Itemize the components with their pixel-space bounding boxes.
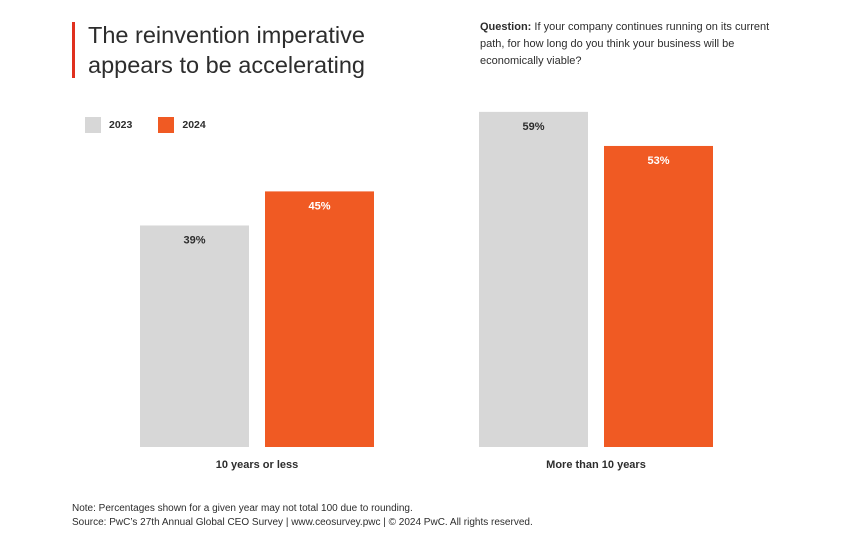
chart-legend: 2023 2024 [85,117,232,133]
legend-label-2023: 2023 [109,119,133,131]
footnote-note: Note: Percentages shown for a given year… [72,503,413,514]
question-label: Question: [480,21,532,33]
legend-swatch-2024 [158,117,175,133]
category-label-0: 10 years or less [216,459,299,471]
footnote-source: Source: PwC’s 27th Annual Global CEO Sur… [72,517,533,528]
legend-swatch-2023 [85,117,101,133]
bar-2024-0 [265,191,374,447]
page-title: The reinvention imperative appears to be… [88,22,365,78]
bar-2024-1 [604,145,713,447]
bar-2023-0 [140,225,249,447]
survey-question: Question: If your company continues runn… [480,19,780,70]
footnotes: Note: Percentages shown for a given year… [72,502,533,530]
question-text: If your company continues running on its… [480,21,770,67]
legend-item-2024: 2024 [158,117,206,133]
category-label-1: More than 10 years [546,459,646,471]
data-label-2023-1: 59% [522,121,544,133]
bar-2023-1 [479,111,588,447]
data-label-2023-0: 39% [183,234,205,246]
legend-label-2024: 2024 [182,119,206,131]
legend-item-2023: 2023 [85,117,132,133]
data-label-2024-1: 53% [647,155,669,167]
title-accent-bar [72,22,75,78]
data-label-2024-0: 45% [308,200,330,212]
